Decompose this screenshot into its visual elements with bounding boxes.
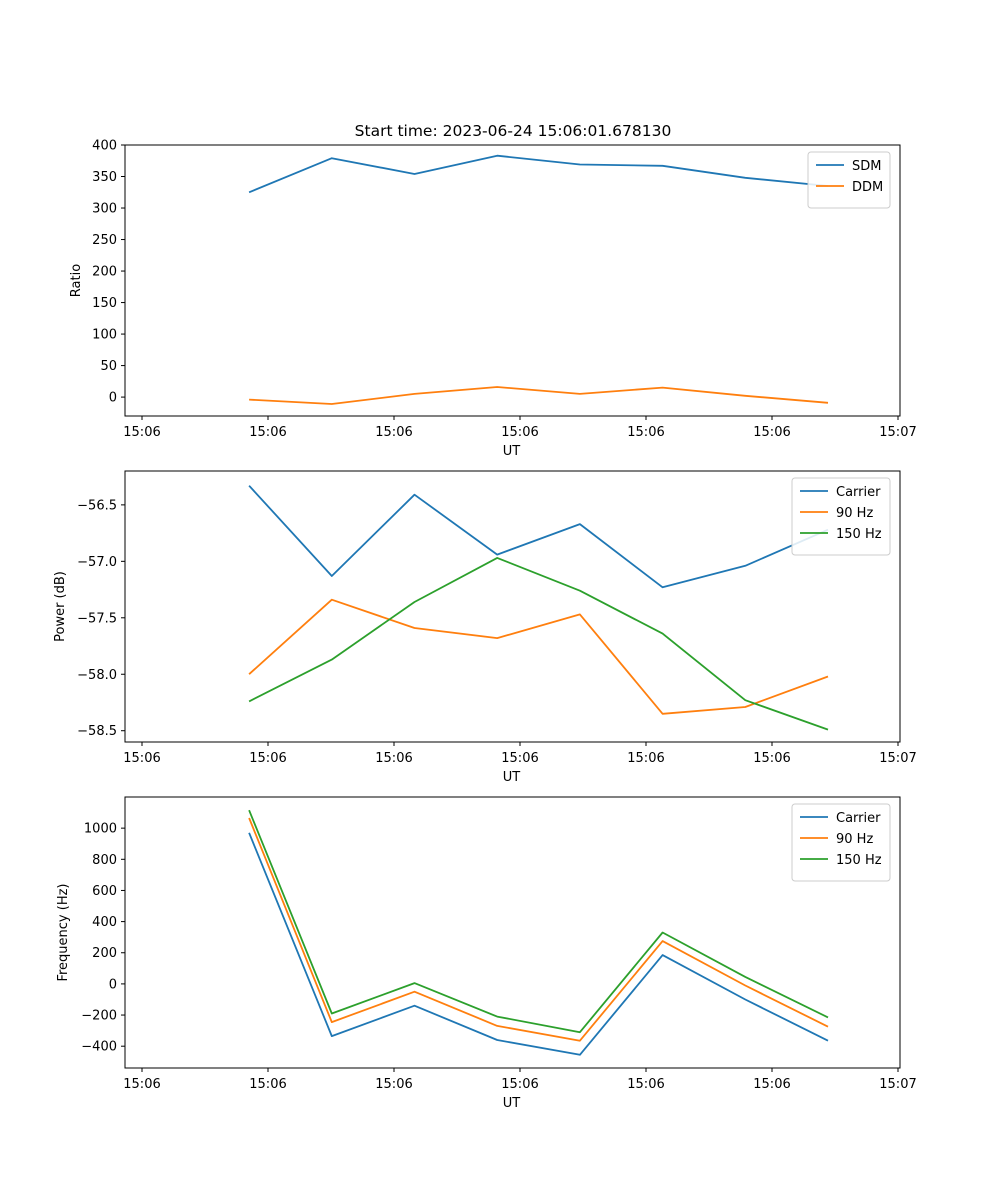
y-tick-label: −56.5 [77, 498, 117, 513]
series-line-150-hz [248, 809, 829, 1034]
y-tick-label: 200 [92, 946, 117, 961]
frequency-panel: 15:06 15:06 15:06 15:06 15:06 15:06 15:07 −400 −… [56, 796, 917, 1111]
y-tick-label: −58.0 [77, 668, 117, 683]
x-tick-label: 15:06 [627, 1077, 664, 1092]
x-tick-label: 15:06 [501, 751, 538, 766]
legend-box [807, 151, 891, 209]
x-axis-label: UT [503, 770, 521, 785]
x-tick-label: 15:06 [249, 751, 286, 766]
y-tick-label: 400 [92, 139, 117, 154]
y-axis-label: Frequency (Hz) [56, 883, 71, 981]
plot-frame [124, 144, 901, 417]
y-tick-label: 800 [92, 853, 117, 868]
legend-box [791, 477, 891, 556]
x-tick-label: 15:06 [753, 751, 790, 766]
y-axis-label: Ratio [69, 264, 84, 297]
series-line-90-hz [248, 817, 829, 1042]
y-tick-label: −400 [81, 1040, 117, 1055]
series-line-sdm [248, 154, 829, 194]
y-tick-label: −57.0 [77, 555, 117, 570]
y-tick-label: 600 [92, 884, 117, 899]
y-tick-label: 300 [92, 202, 117, 217]
x-tick-label: 15:07 [879, 751, 916, 766]
y-tick-label: 400 [92, 915, 117, 930]
x-tick-label: 15:07 [879, 1077, 916, 1092]
x-tick-label: 15:06 [375, 425, 412, 440]
x-tick-label: 15:06 [375, 751, 412, 766]
legend-entry: Carrier [836, 485, 881, 500]
power-panel: 15:06 15:06 15:06 15:06 15:06 15:06 15:07 −56.5… [53, 470, 917, 785]
y-tick-label: 200 [92, 265, 117, 280]
legend-entry: DDM [852, 180, 883, 195]
legend-entry: 150 Hz [836, 853, 882, 868]
series-line-90-hz [248, 598, 829, 715]
chart-title: Start time: 2023-06-24 15:06:01.678130 [355, 122, 672, 140]
x-axis-label: UT [503, 444, 521, 459]
y-tick-label: 50 [100, 359, 117, 374]
x-tick-label: 15:06 [627, 751, 664, 766]
x-tick-label: 15:06 [753, 1077, 790, 1092]
x-tick-label: 15:06 [249, 1077, 286, 1092]
y-tick-label: 0 [109, 391, 117, 406]
series-line-ddm [249, 386, 829, 405]
x-axis-label: UT [503, 1096, 521, 1111]
legend: Carrier 90 Hz 150 Hz [791, 477, 891, 556]
series-line-carrier [248, 832, 829, 1056]
legend-entry: 150 Hz [836, 527, 882, 542]
x-tick-label: 15:06 [123, 425, 160, 440]
legend-entry: 90 Hz [836, 506, 873, 521]
plot-frame [124, 470, 901, 743]
x-tick-label: 15:06 [123, 751, 160, 766]
legend: Carrier 90 Hz 150 Hz [791, 803, 891, 882]
x-tick-label: 15:06 [501, 425, 538, 440]
y-tick-label: −58.5 [77, 724, 117, 739]
y-tick-label: 1000 [84, 822, 117, 837]
y-tick-label: 250 [92, 233, 117, 248]
plot-frame [124, 796, 901, 1069]
legend-entry: SDM [852, 159, 881, 174]
x-tick-label: 15:06 [249, 425, 286, 440]
y-tick-label: −200 [81, 1009, 117, 1024]
legend: SDM DDM [807, 151, 891, 209]
y-tick-label: −57.5 [77, 611, 117, 626]
legend-box [791, 803, 891, 882]
y-tick-label: 150 [92, 296, 117, 311]
y-tick-label: 100 [92, 328, 117, 343]
legend-entry: 90 Hz [836, 832, 873, 847]
y-axis-label: Power (dB) [53, 571, 68, 642]
y-tick-label: 350 [92, 170, 117, 185]
x-tick-label: 15:06 [627, 425, 664, 440]
x-tick-label: 15:06 [501, 1077, 538, 1092]
x-tick-label: 15:06 [123, 1077, 160, 1092]
x-tick-label: 15:06 [753, 425, 790, 440]
series-line-carrier [248, 485, 829, 589]
x-tick-label: 15:07 [879, 425, 916, 440]
y-tick-label: 0 [109, 977, 117, 992]
ratio-panel: 15:06 15:06 15:06 15:06 15:06 15:06 15:07 0 50 10… [69, 139, 917, 460]
legend-entry: Carrier [836, 811, 881, 826]
series-line-150-hz [248, 557, 829, 731]
x-tick-label: 15:06 [375, 1077, 412, 1092]
